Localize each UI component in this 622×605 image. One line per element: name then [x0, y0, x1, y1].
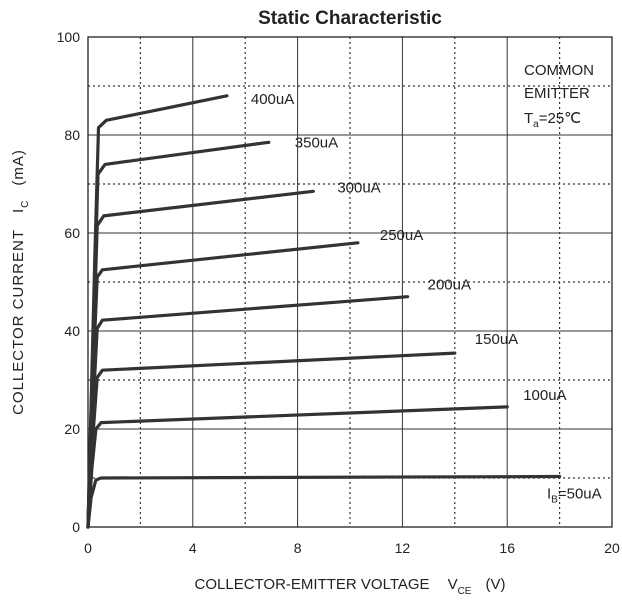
- curve-label-250ua: 250uA: [380, 227, 423, 244]
- curve-label-100ua: 100uA: [523, 387, 566, 404]
- curve-label-350ua: 350uA: [295, 134, 338, 151]
- x-tick-labels: 0 4 8 12 16 20: [84, 540, 620, 556]
- curve-50ua: [88, 477, 560, 528]
- y-tick-labels: 0 20 40 60 80 100: [57, 29, 81, 535]
- x-tick-label: 8: [294, 540, 302, 556]
- x-tick-label: 0: [84, 540, 92, 556]
- condition-annotation: COMMON EMITTER Ta=25℃: [524, 62, 594, 130]
- curve-labels: IB=50uA 100uA 150uA 200uA 250uA 300uA 350uA 400…: [251, 91, 602, 506]
- y-tick-label: 100: [57, 29, 81, 45]
- curves: [88, 96, 560, 527]
- y-tick-label: 80: [64, 127, 80, 143]
- annotation-line2: EMITTER: [524, 85, 590, 102]
- curve-label-300ua: 300uA: [337, 179, 380, 196]
- x-axis-subscript: CE: [458, 586, 472, 597]
- annotation-temp-value: =25℃: [539, 110, 581, 127]
- x-axis-title: COLLECTOR-EMITTER VOLTAGE VCE (V): [195, 576, 506, 597]
- x-axis-unit: (V): [485, 576, 505, 593]
- curve-150ua: [88, 353, 455, 527]
- y-tick-label: 60: [64, 225, 80, 241]
- x-tick-label: 12: [395, 540, 411, 556]
- y-axis-label: COLLECTOR CURRENT: [10, 229, 27, 415]
- y-axis-title: COLLECTOR CURRENTIC(mA): [10, 149, 31, 415]
- annotation-temp-symbol: T: [524, 110, 533, 127]
- y-tick-label: 40: [64, 323, 80, 339]
- curve-label-200ua: 200uA: [428, 277, 471, 294]
- x-axis-label: COLLECTOR-EMITTER VOLTAGE: [195, 576, 430, 593]
- curve-250ua: [88, 243, 358, 527]
- curve-label-ib-50ua: IB=50uA: [547, 486, 602, 506]
- curve-label-150ua: 150uA: [475, 331, 518, 348]
- grid: [88, 37, 612, 527]
- chart-title: Static Characteristic: [258, 8, 442, 29]
- y-axis-unit: (mA): [10, 149, 27, 186]
- x-tick-label: 20: [604, 540, 620, 556]
- x-tick-label: 16: [499, 540, 515, 556]
- x-axis-symbol: V: [448, 576, 458, 593]
- y-axis-subscript: C: [20, 200, 31, 208]
- y-tick-label: 20: [64, 421, 80, 437]
- annotation-temperature: Ta=25℃: [524, 110, 581, 130]
- annotation-line1: COMMON: [524, 62, 594, 79]
- y-tick-label: 0: [72, 519, 80, 535]
- x-tick-label: 4: [189, 540, 197, 556]
- curve-label-400ua: 400uA: [251, 91, 294, 108]
